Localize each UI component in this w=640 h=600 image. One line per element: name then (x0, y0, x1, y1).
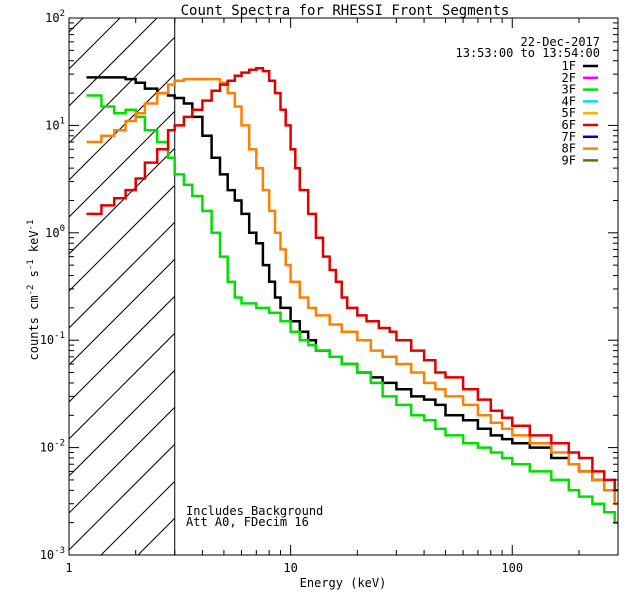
hatch-line (69, 369, 175, 477)
ylabel-exp1: -2 (26, 285, 36, 296)
legend-label: 3F (562, 83, 576, 97)
series-3F (86, 94, 618, 524)
series-8F (86, 77, 618, 506)
ylabel-exp3: -1 (26, 220, 36, 231)
legend-label: 7F (562, 130, 576, 144)
hatch-line (69, 258, 175, 366)
legend-label: 1F (562, 59, 576, 73)
x-tick-label: 100 (501, 561, 523, 575)
time-label: 13:53:00 to 13:54:00 (456, 46, 601, 60)
y-axis-label: counts cm-2 s-1 keV-1 (26, 220, 41, 361)
legend-label: 4F (562, 94, 576, 108)
y-tick-label: 100 (45, 224, 65, 240)
legend-label: 6F (562, 118, 576, 132)
hatch-line (69, 36, 175, 144)
x-tick-label: 1 (65, 561, 72, 575)
hatch-line (69, 18, 158, 107)
y-tick-label: 10-1 (40, 331, 65, 347)
legend-label: 2F (562, 71, 576, 85)
annotation-attenuator: Att A0, FDecim 16 (186, 515, 309, 529)
legend-label: 8F (562, 142, 576, 156)
y-axis: 10-3 10-2 10-1 100 101 102 (40, 9, 618, 562)
plot-frame (68, 17, 619, 556)
date-label: 22-Dec-2017 (521, 35, 600, 49)
hatch-line (69, 221, 175, 329)
chart-title: Count Spectra for RHESSI Front Segments (181, 3, 510, 19)
y-tick-label: 102 (45, 9, 65, 25)
y-tick-label: 101 (45, 116, 65, 132)
hatch-line (69, 184, 175, 292)
legend-label: 5F (562, 106, 576, 120)
y-tick-label: 10-3 (40, 546, 65, 562)
ylabel-end: keV (27, 230, 41, 259)
hatch-line (69, 443, 175, 551)
ylabel-exp2: -1 (26, 259, 36, 270)
y-tick-label: 10-2 (40, 439, 65, 455)
x-axis-label: Energy (keV) (300, 576, 387, 590)
series-6F (86, 67, 618, 492)
ylabel-mid: s (27, 270, 41, 284)
hatch-line (69, 406, 175, 514)
series-group (86, 67, 618, 524)
legend-label: 9F (562, 153, 576, 167)
annotation-background: Includes Background (186, 504, 323, 518)
ylabel-base: counts cm (27, 295, 41, 360)
x-tick-label: 10 (283, 561, 297, 575)
